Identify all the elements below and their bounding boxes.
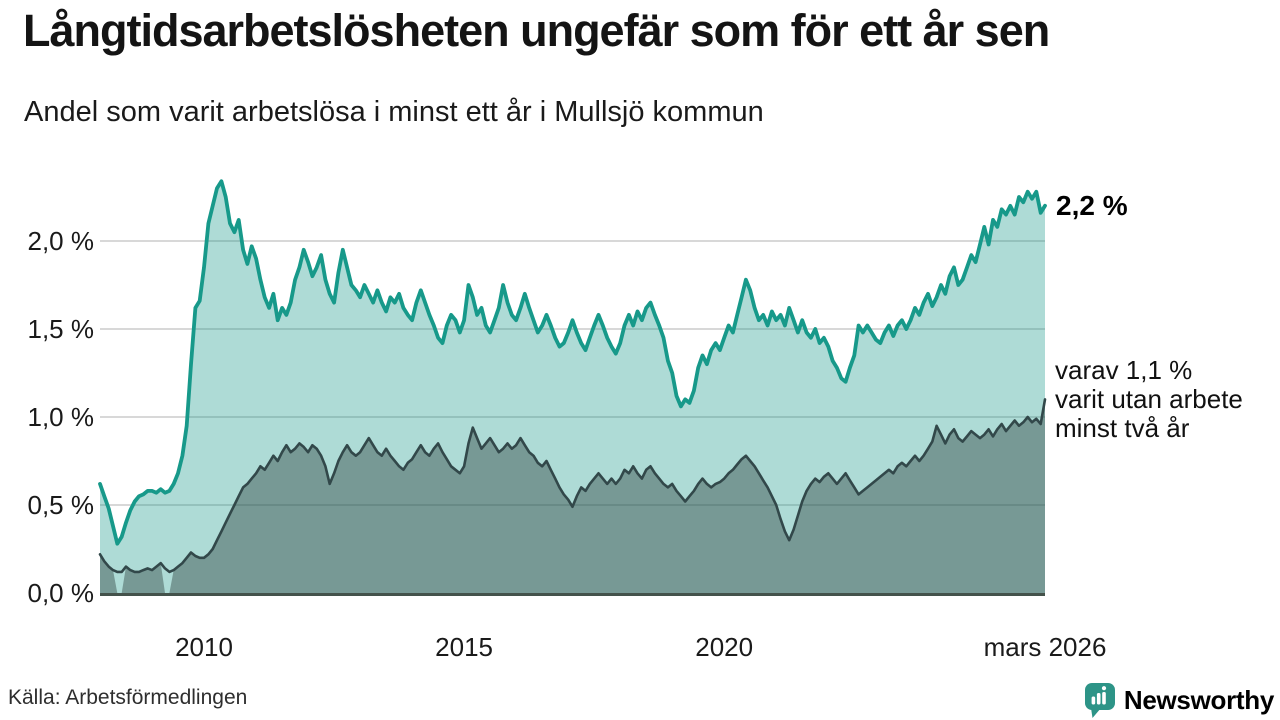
y-axis-label: 0,5 % <box>27 490 95 520</box>
secondary-annotation-line: varav 1,1 % <box>1055 355 1193 385</box>
secondary-annotation-line: minst två år <box>1055 413 1190 443</box>
newsworthy-logo: Newsworthy <box>1083 682 1274 719</box>
secondary-annotation-line: varit utan arbete <box>1055 384 1243 414</box>
x-axis-label: 2010 <box>175 632 233 662</box>
y-axis-label: 0,0 % <box>27 578 95 608</box>
chart-title: Långtidsarbetslösheten ungefär som för e… <box>23 5 1050 56</box>
y-axis-label: 1,0 % <box>27 402 95 432</box>
end-value-annotation: 2,2 % <box>1056 190 1128 221</box>
line-series-2 <box>98 398 1047 574</box>
newsworthy-wordmark: Newsworthy <box>1123 685 1274 715</box>
source-note: Källa: Arbetsförmedlingen <box>8 686 248 709</box>
y-axis-label: 2,0 % <box>27 226 95 256</box>
newsworthy-bubble-icon <box>1084 683 1115 718</box>
x-axis-label: 2015 <box>435 632 494 662</box>
secondary-annotation: varav 1,1 % varit utan arbete minst två … <box>1055 356 1243 443</box>
chart-subtitle: Andel som varit arbetslösa i minst ett å… <box>24 96 764 128</box>
area-series-1 <box>100 181 1045 593</box>
y-axis-label: 1,5 % <box>27 314 95 344</box>
area-series-2 <box>100 399 1045 593</box>
line-series-1 <box>98 179 1047 546</box>
x-axis-label: 2020 <box>695 632 754 662</box>
x-axis-label: mars 2026 <box>983 632 1107 662</box>
